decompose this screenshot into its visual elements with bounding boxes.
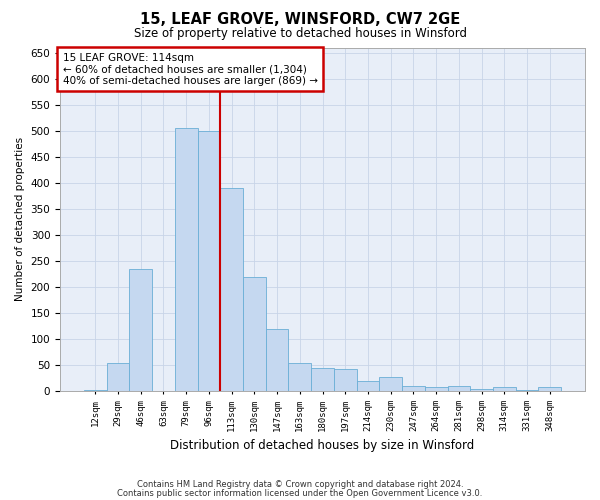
Text: 15, LEAF GROVE, WINSFORD, CW7 2GE: 15, LEAF GROVE, WINSFORD, CW7 2GE: [140, 12, 460, 28]
Bar: [289, 362, 311, 392]
Y-axis label: Number of detached properties: Number of detached properties: [15, 138, 25, 302]
Bar: [175, 128, 197, 392]
Text: Size of property relative to detached houses in Winsford: Size of property relative to detached ho…: [133, 28, 467, 40]
Bar: [197, 131, 220, 392]
X-axis label: Distribution of detached houses by size in Winsford: Distribution of detached houses by size …: [170, 440, 475, 452]
Text: Contains HM Land Registry data © Crown copyright and database right 2024.: Contains HM Land Registry data © Crown c…: [137, 480, 463, 489]
Bar: [243, 276, 266, 392]
Bar: [448, 386, 470, 392]
Bar: [266, 329, 289, 392]
Bar: [220, 188, 243, 392]
Bar: [84, 390, 107, 392]
Text: 15 LEAF GROVE: 114sqm
← 60% of detached houses are smaller (1,304)
40% of semi-d: 15 LEAF GROVE: 114sqm ← 60% of detached …: [62, 52, 317, 86]
Bar: [311, 368, 334, 392]
Bar: [379, 376, 402, 392]
Bar: [130, 269, 152, 392]
Bar: [107, 362, 130, 392]
Text: Contains public sector information licensed under the Open Government Licence v3: Contains public sector information licen…: [118, 488, 482, 498]
Bar: [493, 387, 515, 392]
Bar: [515, 390, 538, 392]
Bar: [538, 387, 561, 392]
Bar: [356, 381, 379, 392]
Bar: [470, 388, 493, 392]
Bar: [402, 386, 425, 392]
Bar: [334, 370, 356, 392]
Bar: [425, 387, 448, 392]
